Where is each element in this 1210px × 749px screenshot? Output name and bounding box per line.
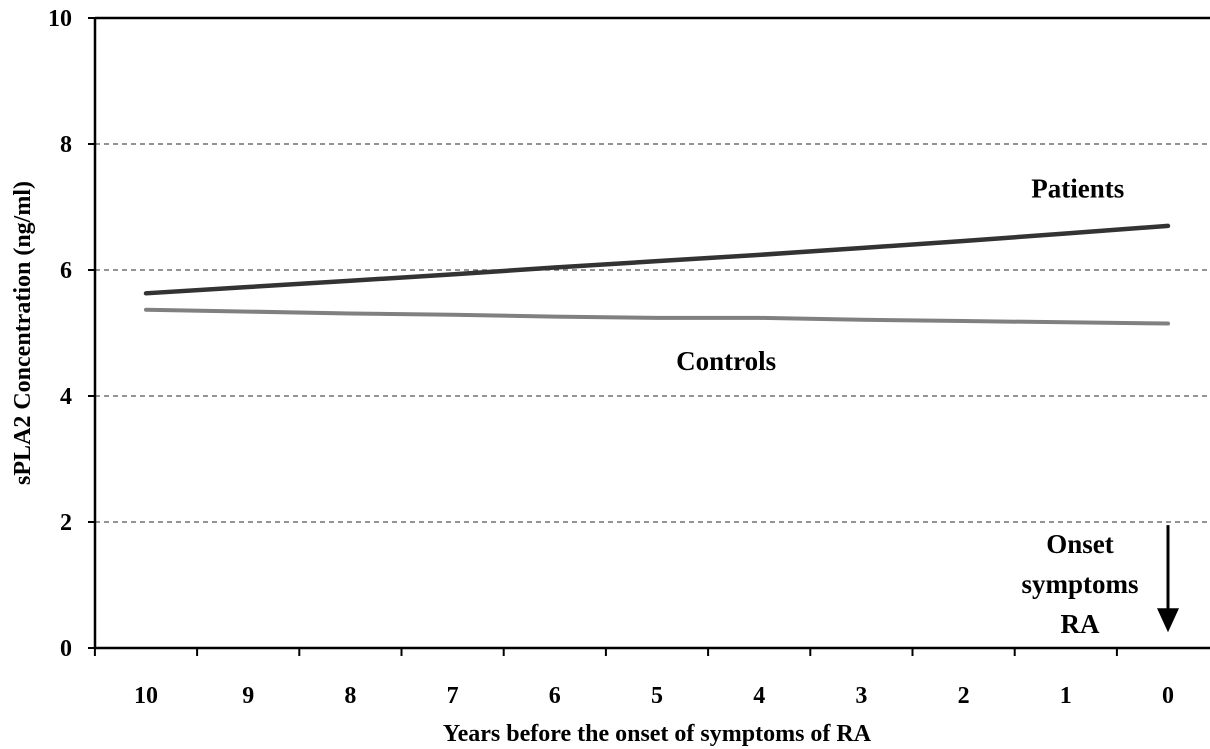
y-tick-label: 6 (60, 258, 72, 284)
series-line-controls (144, 307, 1170, 326)
x-tick-label: 8 (344, 683, 356, 709)
annotation-line: symptoms (1021, 569, 1138, 599)
series-label-patients: Patients (1031, 173, 1124, 203)
y-tick-label: 8 (60, 132, 72, 158)
x-tick-label: 6 (549, 683, 561, 709)
onset-arrow-head (1157, 608, 1179, 633)
x-tick-label: 4 (753, 683, 765, 709)
x-axis-ticks: 10 9 8 7 6 5 4 3 2 1 0 (93, 648, 1174, 709)
y-tick-label: 0 (60, 636, 72, 662)
x-tick-label: 10 (134, 683, 158, 709)
x-axis-title: Years before the onset of symptoms of RA (443, 721, 872, 747)
annotation-line: RA (1061, 609, 1100, 639)
y-tick-label: 10 (48, 6, 72, 32)
x-tick-label: 5 (651, 683, 663, 709)
axes (93, 16, 1210, 650)
x-tick-label: 7 (447, 683, 459, 709)
y-axis-ticks: 0 2 4 6 8 10 (48, 6, 95, 662)
y-tick-label: 4 (60, 384, 72, 410)
x-tick-label: 9 (242, 683, 254, 709)
x-tick-label: 2 (958, 683, 970, 709)
x-tick-label: 3 (855, 683, 867, 709)
series-line-patients (143, 223, 1171, 296)
series-lines (143, 223, 1171, 326)
grid-lines (95, 143, 1210, 523)
series-labels: Patients Controls (676, 173, 1124, 375)
x-tick-label: 0 (1162, 683, 1174, 709)
y-axis-title: sPLA2 Concentration (ng/ml) (10, 181, 36, 485)
series-label-controls: Controls (676, 346, 776, 376)
y-tick-label: 2 (60, 510, 72, 536)
x-tick-label: 1 (1060, 683, 1072, 709)
annotation-line: Onset (1046, 529, 1114, 559)
onset-annotation: Onset symptoms RA (1021, 525, 1179, 639)
